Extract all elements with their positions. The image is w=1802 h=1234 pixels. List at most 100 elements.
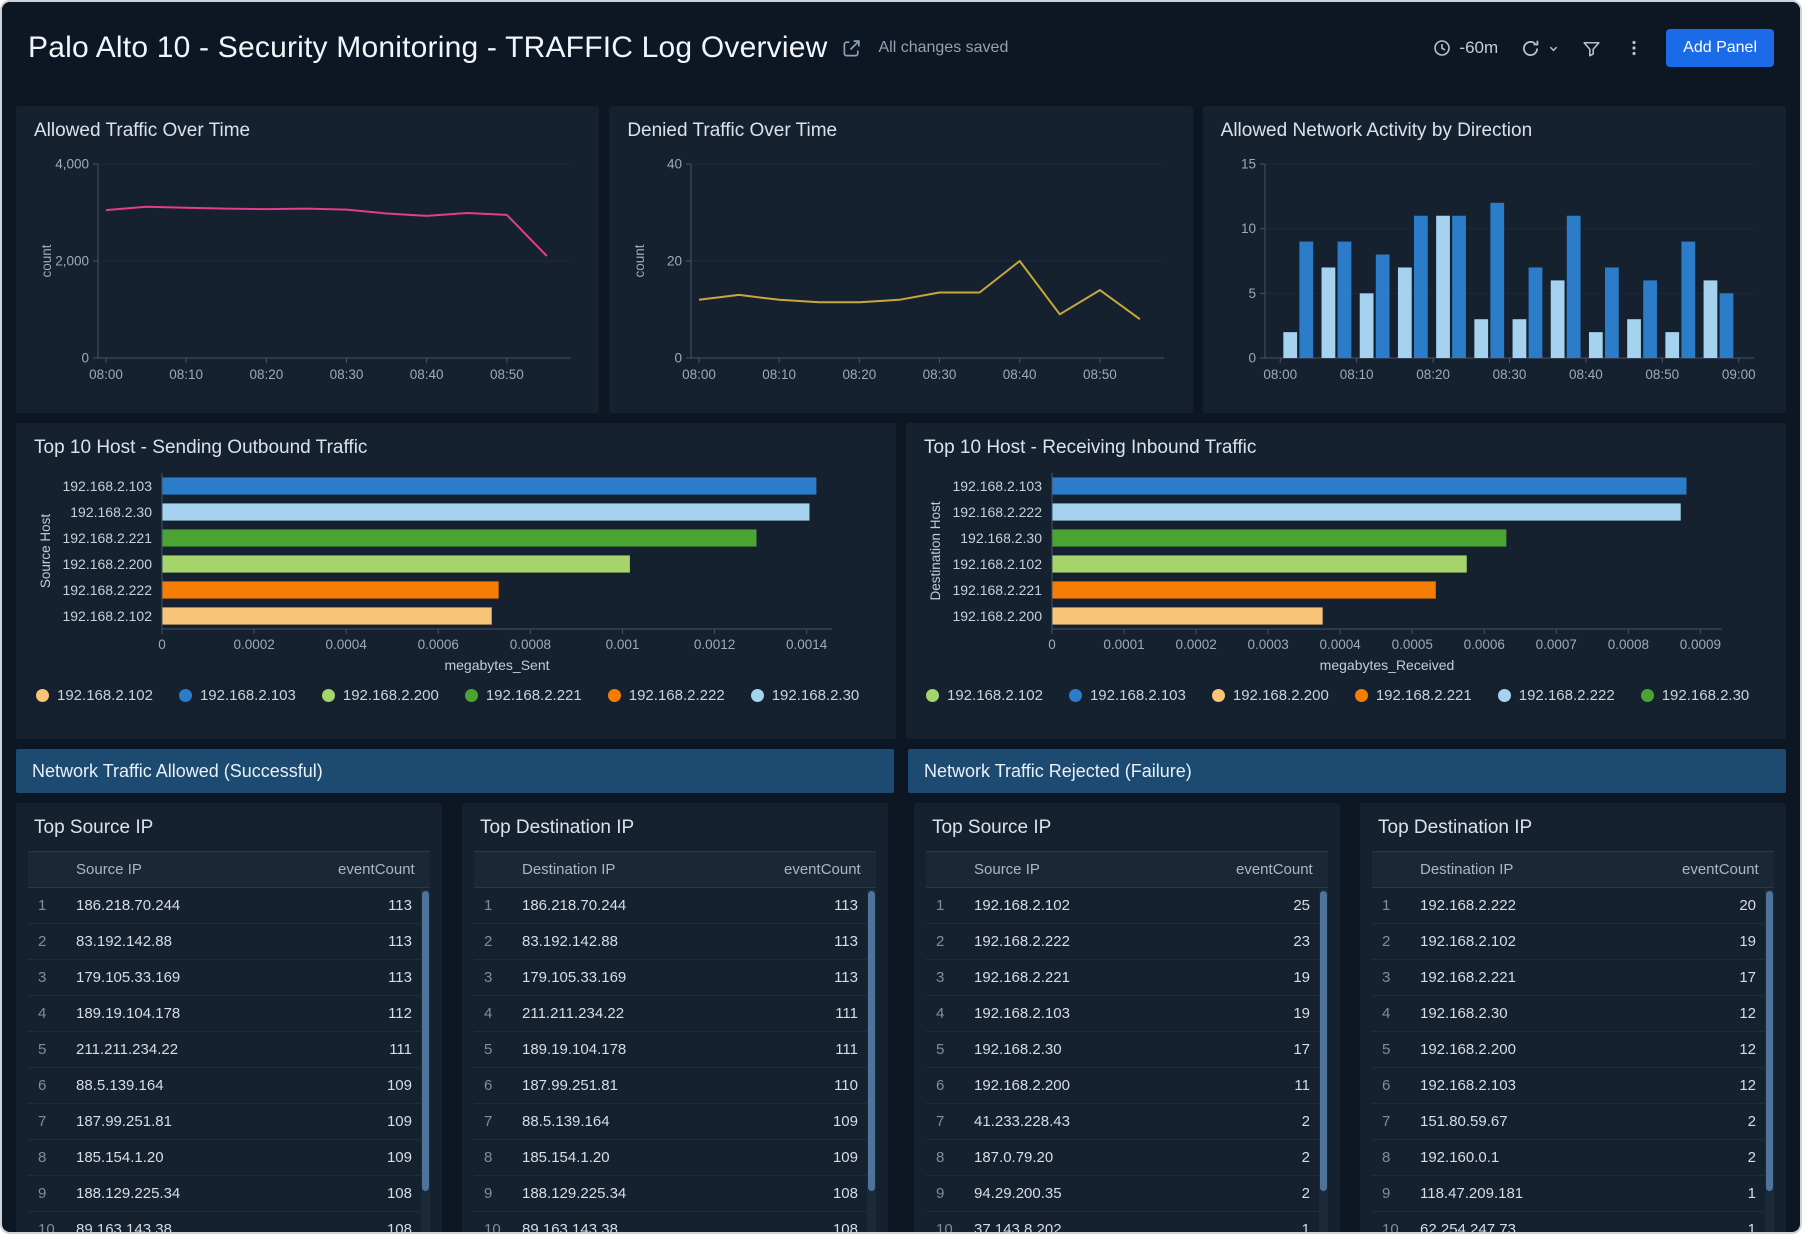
table-row[interactable]: 7 151.80.59.67 2 bbox=[1372, 1104, 1774, 1140]
receiving-hosts-hbar-chart[interactable]: 0 0.0001 0.0002 0.0003 0.0004 0.0005 0.0006 0.0… bbox=[924, 467, 1768, 677]
table-row[interactable]: 1 186.218.70.244 113 bbox=[474, 888, 876, 924]
scrollbar-thumb[interactable] bbox=[422, 891, 429, 1191]
table-row[interactable]: 1 192.168.2.102 25 bbox=[926, 888, 1328, 924]
ip-value: 188.129.225.34 bbox=[76, 1185, 181, 1202]
row-index: 7 bbox=[484, 1113, 493, 1130]
table-row[interactable]: 5 192.168.2.200 12 bbox=[1372, 1032, 1774, 1068]
table-row[interactable]: 4 192.168.2.103 19 bbox=[926, 996, 1328, 1032]
allowed-traffic-line-chart[interactable]: 0 2,000 4,000 08:00 08:10 08:20 08:30 08:40 08:5… bbox=[34, 150, 581, 390]
legend-item[interactable]: 192.168.2.102 bbox=[36, 687, 153, 704]
column-header-eventcount[interactable]: eventCount bbox=[784, 861, 861, 878]
table-row[interactable]: 6 187.99.251.81 110 bbox=[474, 1068, 876, 1104]
table-row[interactable]: 3 179.105.33.169 113 bbox=[28, 960, 430, 996]
table-row[interactable]: 7 88.5.139.164 109 bbox=[474, 1104, 876, 1140]
table-row[interactable]: 9 188.129.225.34 108 bbox=[28, 1176, 430, 1212]
legend-item[interactable]: 192.168.2.221 bbox=[464, 687, 582, 704]
share-icon[interactable] bbox=[841, 38, 862, 59]
table-row[interactable]: 8 192.160.0.1 2 bbox=[1372, 1140, 1774, 1176]
column-header-eventcount[interactable]: eventCount bbox=[1236, 861, 1313, 878]
filter-icon[interactable] bbox=[1581, 38, 1602, 59]
column-header-eventcount[interactable]: eventCount bbox=[338, 861, 415, 878]
legend-item[interactable]: 192.168.2.103 bbox=[1068, 687, 1186, 704]
table-row[interactable]: 5 211.211.234.22 111 bbox=[28, 1032, 430, 1068]
legend-item[interactable]: 192.168.2.200 bbox=[1211, 687, 1329, 704]
table-row[interactable]: 2 192.168.2.102 19 bbox=[1372, 924, 1774, 960]
scrollbar-thumb[interactable] bbox=[868, 891, 875, 1191]
table-row[interactable]: 5 189.19.104.178 111 bbox=[474, 1032, 876, 1068]
table-row[interactable]: 4 211.211.234.22 111 bbox=[474, 996, 876, 1032]
table-row[interactable]: 2 83.192.142.88 113 bbox=[28, 924, 430, 960]
table-row[interactable]: 8 187.0.79.20 2 bbox=[926, 1140, 1328, 1176]
scrollbar-thumb[interactable] bbox=[1766, 891, 1773, 1191]
row-index: 7 bbox=[936, 1113, 945, 1130]
legend-item[interactable]: 192.168.2.103 bbox=[178, 687, 296, 704]
table-row[interactable]: 6 192.168.2.200 11 bbox=[926, 1068, 1328, 1104]
table-row[interactable]: 3 179.105.33.169 113 bbox=[474, 960, 876, 996]
svg-text:0.0002: 0.0002 bbox=[1175, 637, 1216, 652]
table-row[interactable]: 8 185.154.1.20 109 bbox=[474, 1140, 876, 1176]
table-row[interactable]: 9 118.47.209.181 1 bbox=[1372, 1176, 1774, 1212]
table-row[interactable]: 2 192.168.2.222 23 bbox=[926, 924, 1328, 960]
scrollbar[interactable] bbox=[421, 889, 430, 1232]
table-row[interactable]: 6 192.168.2.103 12 bbox=[1372, 1068, 1774, 1104]
column-header-ip[interactable]: Source IP bbox=[76, 861, 142, 878]
column-header-ip[interactable]: Destination IP bbox=[1420, 861, 1514, 878]
legend-item[interactable]: 192.168.2.30 bbox=[1640, 687, 1749, 704]
legend-item[interactable]: 192.168.2.30 bbox=[750, 687, 859, 704]
time-range-control[interactable]: -60m bbox=[1432, 38, 1498, 58]
table-row[interactable]: 2 83.192.142.88 113 bbox=[474, 924, 876, 960]
add-panel-button[interactable]: Add Panel bbox=[1666, 29, 1774, 67]
table-row[interactable]: 4 189.19.104.178 112 bbox=[28, 996, 430, 1032]
row-index: 2 bbox=[1382, 933, 1391, 950]
scrollbar[interactable] bbox=[867, 889, 876, 1232]
column-header-eventcount[interactable]: eventCount bbox=[1682, 861, 1759, 878]
save-status: All changes saved bbox=[878, 39, 1009, 56]
panel-top-receiving-hosts: Top 10 Host - Receiving Inbound Traffic … bbox=[906, 423, 1786, 739]
table-row[interactable]: 4 192.168.2.30 12 bbox=[1372, 996, 1774, 1032]
table-row[interactable]: 9 188.129.225.34 108 bbox=[474, 1176, 876, 1212]
table-row[interactable]: 1 186.218.70.244 113 bbox=[28, 888, 430, 924]
row-index: 6 bbox=[1382, 1077, 1391, 1094]
table-row[interactable]: 10 37.143.8.202 1 bbox=[926, 1212, 1328, 1232]
legend-item[interactable]: 192.168.2.102 bbox=[926, 687, 1043, 704]
table-row[interactable]: 3 192.168.2.221 17 bbox=[1372, 960, 1774, 996]
column-header-ip[interactable]: Destination IP bbox=[522, 861, 616, 878]
ip-value: 211.211.234.22 bbox=[522, 1005, 625, 1022]
table-row[interactable]: 7 187.99.251.81 109 bbox=[28, 1104, 430, 1140]
scrollbar-thumb[interactable] bbox=[1320, 891, 1327, 1191]
svg-text:08:40: 08:40 bbox=[1003, 367, 1037, 382]
table-row[interactable]: 3 192.168.2.221 19 bbox=[926, 960, 1328, 996]
scrollbar[interactable] bbox=[1765, 889, 1774, 1232]
dashboard-header: Palo Alto 10 - Security Monitoring - TRA… bbox=[2, 2, 1800, 94]
table-row[interactable]: 8 185.154.1.20 109 bbox=[28, 1140, 430, 1176]
panel-denied-traffic: Denied Traffic Over Time 0 20 40 08:00 08:10… bbox=[609, 106, 1193, 413]
event-count-value: 12 bbox=[1739, 1077, 1756, 1094]
table-row[interactable]: 7 41.233.228.43 2 bbox=[926, 1104, 1328, 1140]
svg-text:192.168.2.102: 192.168.2.102 bbox=[62, 608, 152, 624]
svg-text:08:20: 08:20 bbox=[843, 367, 877, 382]
column-header-ip[interactable]: Source IP bbox=[974, 861, 1040, 878]
table-row[interactable]: 6 88.5.139.164 109 bbox=[28, 1068, 430, 1104]
table-row[interactable]: 10 62.254.247.73 1 bbox=[1372, 1212, 1774, 1232]
legend-label: 192.168.2.222 bbox=[1518, 687, 1615, 704]
legend-item[interactable]: 192.168.2.222 bbox=[607, 687, 725, 704]
activity-direction-bar-chart[interactable]: 0 5 10 15 08:00 08:10 08:20 08:30 08:40 08:50 09:0… bbox=[1221, 150, 1768, 390]
row-index: 2 bbox=[936, 933, 945, 950]
table-row[interactable]: 10 89.163.143.38 108 bbox=[28, 1212, 430, 1232]
row-index: 7 bbox=[38, 1113, 47, 1130]
table-row[interactable]: 5 192.168.2.30 17 bbox=[926, 1032, 1328, 1068]
svg-text:0.0003: 0.0003 bbox=[1247, 637, 1288, 652]
kebab-menu-icon[interactable] bbox=[1624, 38, 1644, 58]
svg-text:192.168.2.200: 192.168.2.200 bbox=[62, 556, 152, 572]
table-row[interactable]: 9 94.29.200.35 2 bbox=[926, 1176, 1328, 1212]
ip-value: 189.19.104.178 bbox=[76, 1005, 181, 1022]
table-row[interactable]: 1 192.168.2.222 20 bbox=[1372, 888, 1774, 924]
legend-item[interactable]: 192.168.2.222 bbox=[1497, 687, 1615, 704]
denied-traffic-line-chart[interactable]: 0 20 40 08:00 08:10 08:20 08:30 08:40 08:50 count bbox=[627, 150, 1174, 390]
sending-hosts-hbar-chart[interactable]: 0 0.0002 0.0004 0.0006 0.0008 0.001 0.0012 0.00… bbox=[34, 467, 878, 677]
legend-item[interactable]: 192.168.2.200 bbox=[321, 687, 439, 704]
refresh-control[interactable] bbox=[1520, 38, 1559, 59]
scrollbar[interactable] bbox=[1319, 889, 1328, 1232]
legend-item[interactable]: 192.168.2.221 bbox=[1354, 687, 1472, 704]
table-row[interactable]: 10 89.163.143.38 108 bbox=[474, 1212, 876, 1232]
